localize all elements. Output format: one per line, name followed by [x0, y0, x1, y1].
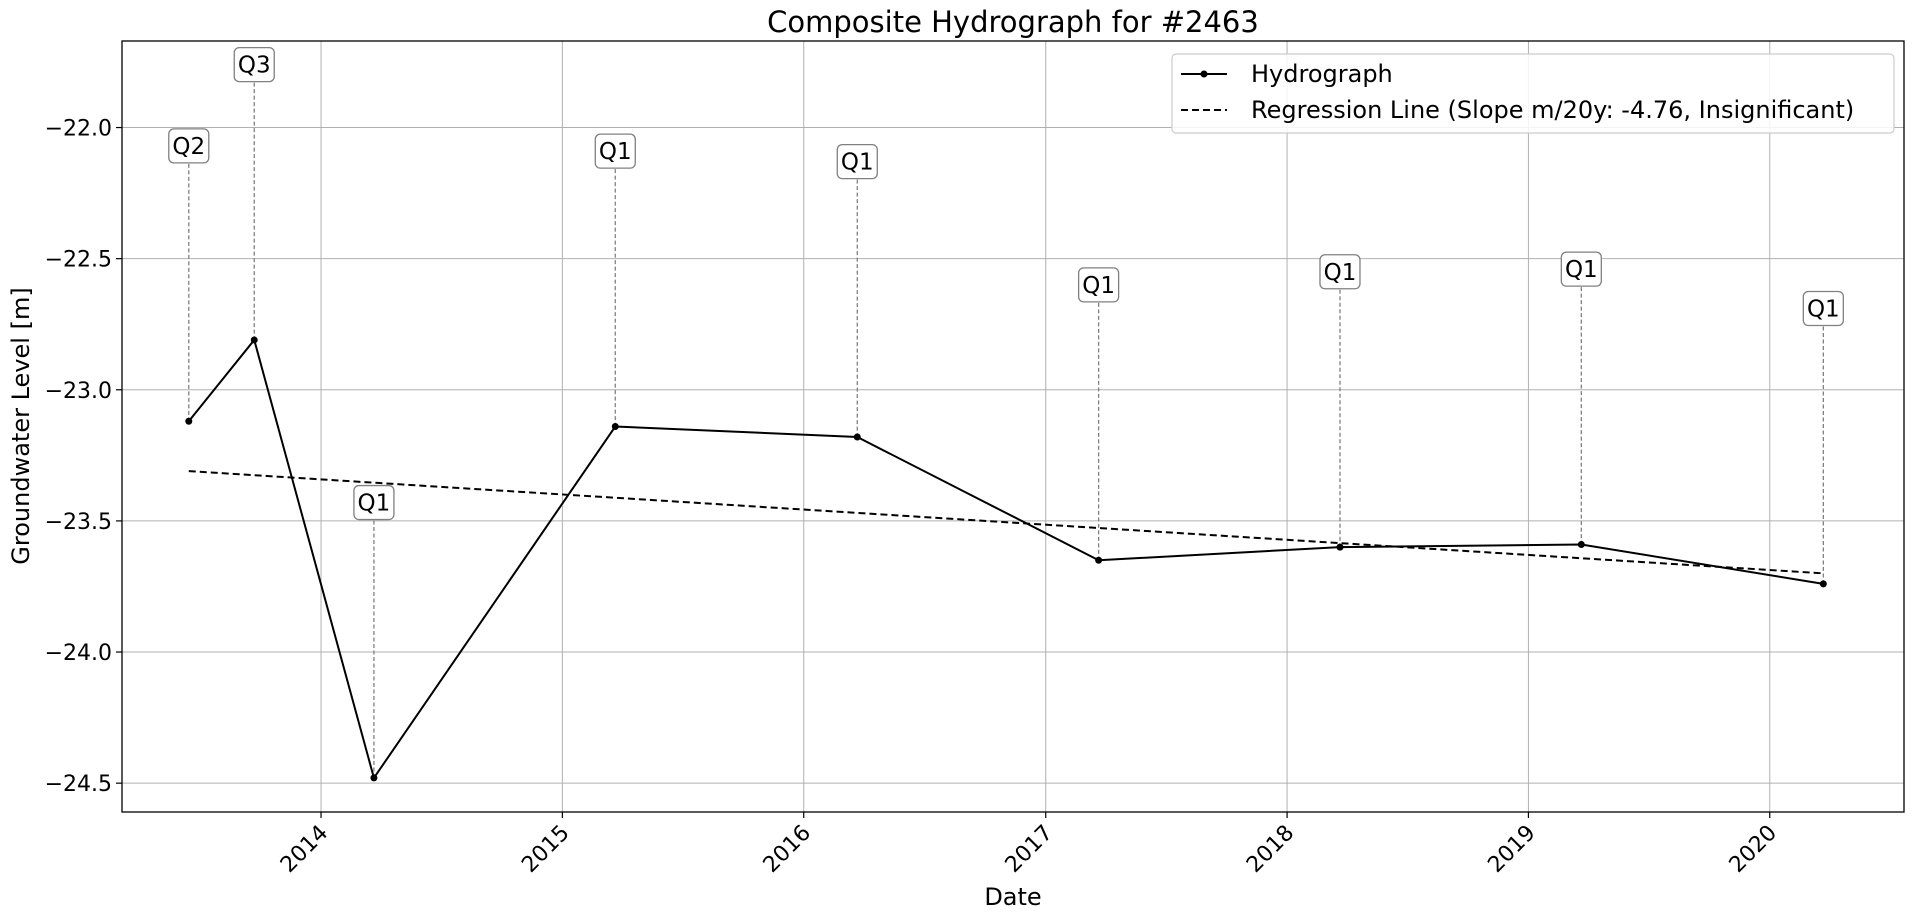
annotation-text: Q1	[1565, 257, 1598, 283]
y-tick-label: −22.5	[45, 248, 112, 273]
hydrograph-point	[1336, 543, 1344, 551]
annotation-text: Q1	[841, 150, 874, 176]
y-tick-label: −24.5	[45, 772, 112, 797]
annotation-box	[168, 128, 210, 164]
hydrograph-point	[1577, 541, 1585, 549]
annotation-box	[233, 46, 275, 83]
y-tick-label: −23.0	[45, 379, 112, 404]
x-axis-title: Date	[984, 883, 1041, 911]
hydrograph-point	[1095, 556, 1103, 564]
hydrograph-point	[853, 433, 861, 441]
y-tick-label: −23.5	[45, 510, 112, 535]
annotation-label: Q1	[1802, 290, 1844, 327]
annotation-box	[594, 133, 636, 169]
plot-area: Q2 Q3 Q1 Q1 Q1 Q1 Q1 Q1 Q1	[168, 46, 1844, 782]
annotation-label: Q1	[1077, 267, 1120, 303]
y-tick-label: −22.0	[45, 117, 112, 142]
annotation-label: Q1	[1319, 254, 1361, 290]
annotation-text: Q1	[358, 491, 391, 517]
annotation-box	[1319, 254, 1361, 290]
hydrograph-point	[1819, 580, 1827, 588]
hydrograph-point	[611, 423, 619, 430]
hydrograph-point	[370, 774, 378, 782]
annotation-label: Q1	[594, 133, 636, 169]
grid-lines	[122, 41, 1904, 812]
legend-regression-label: Regression Line (Slope m/20y: -4.76, Ins…	[1251, 96, 1854, 124]
y-axis-title: Groundwater Level [m]	[7, 287, 35, 564]
legend-box	[1171, 53, 1895, 134]
annotation-text: Q3	[238, 53, 271, 79]
annotation-text: Q1	[1324, 260, 1357, 286]
annotation-box	[1802, 290, 1844, 327]
hydrograph-point	[250, 336, 258, 344]
annotation-text: Q2	[172, 134, 205, 160]
annotation-label: Q1	[1560, 251, 1602, 287]
annotation-box	[353, 484, 395, 521]
legend-hydrograph-label: Hydrograph	[1251, 60, 1393, 88]
plot-frame	[121, 40, 1905, 813]
chart-title: Composite Hydrograph for #2463	[767, 5, 1259, 39]
annotation-box	[1560, 251, 1602, 287]
annotation-label: Q2	[168, 128, 210, 164]
hydrograph-point	[185, 417, 193, 425]
annotation-label: Q3	[233, 46, 275, 83]
legend: Hydrograph Regression Line (Slope m/20y:…	[1171, 53, 1895, 134]
annotation-box	[836, 143, 878, 180]
y-tick-label: −24.0	[45, 641, 112, 666]
annotation-text: Q1	[599, 139, 632, 165]
annotation-box	[1077, 267, 1120, 303]
annotation-label: Q1	[353, 484, 395, 521]
annotation-text: Q1	[1082, 273, 1115, 299]
y-axis: −22.0 −22.5 −23.0 −23.5 −24.0 −24.5	[45, 117, 122, 797]
annotation-text: Q1	[1807, 296, 1840, 322]
annotation-label: Q1	[836, 143, 878, 180]
regression-line	[188, 470, 1824, 575]
legend-hydrograph-marker	[1200, 70, 1208, 78]
